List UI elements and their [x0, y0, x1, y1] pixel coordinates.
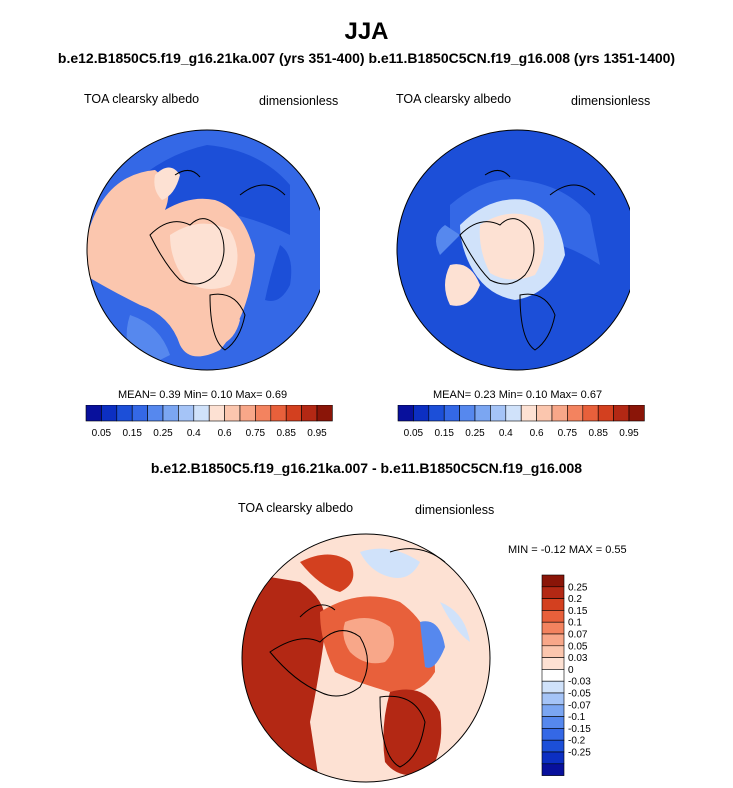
colorbar-swatch	[536, 405, 553, 422]
colorbar-tick-label: 0.03	[568, 653, 588, 664]
diff-polar-map	[241, 533, 491, 783]
colorbar-swatch	[541, 739, 565, 753]
colorbar-swatch	[208, 405, 225, 422]
colorbar-tick-label: 0.6	[218, 428, 232, 439]
left-units-label: dimensionless	[259, 94, 339, 108]
right-variable-label: TOA clearsky albedo	[396, 92, 512, 106]
left-stats: MEAN= 0.39 Min= 0.10 Max= 0.69	[118, 389, 288, 401]
colorbar-tick-label: 0.95	[307, 428, 327, 439]
colorbar-swatch	[85, 405, 102, 422]
diff-colorbar: 0.250.20.150.10.070.050.030-0.03-0.05-0.…	[541, 574, 591, 776]
colorbar-swatch	[541, 574, 565, 588]
colorbar-tick-label: 0.25	[465, 428, 485, 439]
colorbar-swatch	[131, 405, 148, 422]
colorbar-tick-label: 0.2	[568, 594, 582, 605]
colorbar-tick-label: 0.6	[530, 428, 544, 439]
colorbar-tick-label: -0.1	[568, 712, 586, 723]
colorbar-swatch	[505, 405, 522, 422]
colorbar-swatch	[541, 610, 565, 623]
diff-stats: MIN = -0.12 MAX = 0.55	[508, 544, 627, 556]
colorbar-swatch	[101, 405, 118, 422]
colorbar-tick-label: -0.03	[568, 677, 591, 688]
colorbar-swatch	[474, 405, 491, 422]
colorbar-tick-label: 0.4	[187, 428, 201, 439]
colorbar-swatch	[285, 405, 302, 422]
colorbar-swatch	[178, 405, 195, 422]
colorbar-tick-label: 0.15	[568, 606, 588, 617]
colorbar-swatch	[224, 405, 241, 422]
colorbar-tick-label: 0	[568, 665, 574, 676]
colorbar-swatch	[541, 598, 565, 611]
colorbar-tick-label: 0.07	[568, 630, 588, 641]
colorbar-swatch	[255, 405, 272, 422]
colorbar-tick-label: 0.05	[568, 641, 588, 652]
colorbar-tick-label: 0.95	[619, 428, 639, 439]
colorbar-tick-label: -0.15	[568, 724, 591, 735]
colorbar-swatch	[316, 405, 333, 422]
colorbar-swatch	[116, 405, 133, 422]
colorbar-tick-label: 0.1	[568, 618, 582, 629]
colorbar-swatch	[541, 728, 565, 741]
left-polar-map	[86, 129, 320, 371]
colorbar-tick-label: 0.15	[122, 428, 142, 439]
colorbar-tick-label: 0.05	[92, 428, 112, 439]
colorbar-swatch	[551, 405, 568, 422]
colorbar-tick-label: 0.15	[434, 428, 454, 439]
colorbar-swatch	[541, 716, 565, 729]
colorbar-swatch	[239, 405, 256, 422]
left-variable-label: TOA clearsky albedo	[84, 92, 200, 106]
colorbar-swatch	[541, 621, 565, 635]
diff-units-label: dimensionless	[415, 503, 495, 517]
colorbar-swatch	[413, 405, 430, 422]
colorbar-tick-label: -0.05	[568, 689, 591, 700]
colorbar-swatch	[162, 405, 179, 422]
diff-variable-label: TOA clearsky albedo	[238, 501, 354, 515]
colorbar-tick-label: -0.2	[568, 736, 586, 747]
left-colorbar: 0.05 0.15 0.25 0.4 0.6 0.75 0.85 0.95	[85, 405, 333, 439]
colorbar-swatch	[628, 405, 645, 422]
colorbar-swatch	[582, 405, 599, 422]
right-stats: MEAN= 0.23 Min= 0.10 Max= 0.67	[433, 389, 603, 401]
colorbar-tick-label: 0.25	[153, 428, 173, 439]
colorbar-swatch	[520, 405, 537, 422]
colorbar-swatch	[541, 633, 565, 647]
colorbar-swatch	[597, 405, 614, 422]
colorbar-tick-label: 0.05	[404, 428, 424, 439]
colorbar-swatch	[541, 586, 565, 599]
colorbar-tick-label: -0.07	[568, 700, 591, 711]
colorbar-swatch	[147, 405, 164, 422]
figure-title: JJA	[344, 18, 389, 45]
colorbar-swatch	[428, 405, 445, 422]
colorbar-swatch	[567, 405, 584, 422]
colorbar-swatch	[541, 657, 565, 670]
colorbar-swatch	[541, 763, 565, 776]
colorbar-tick-label: 0.4	[499, 428, 513, 439]
colorbar-tick-label: 0.75	[558, 428, 578, 439]
right-colorbar: 0.05 0.15 0.25 0.4 0.6 0.75 0.85 0.95	[397, 405, 645, 439]
diff-title: b.e12.B1850C5.f19_g16.21ka.007 - b.e11.B…	[150, 460, 583, 476]
colorbar-swatch	[443, 405, 460, 422]
colorbar-swatch	[270, 405, 287, 422]
colorbar-swatch	[541, 704, 565, 717]
colorbar-swatch	[541, 680, 565, 694]
colorbar-tick-label: 0.85	[588, 428, 608, 439]
colorbar-swatch	[541, 645, 565, 658]
right-units-label: dimensionless	[571, 94, 651, 108]
colorbar-swatch	[459, 405, 476, 422]
colorbar-swatch	[397, 405, 414, 422]
colorbar-tick-label: 0.25	[568, 582, 588, 593]
colorbar-swatch	[541, 751, 565, 765]
colorbar-swatch	[541, 669, 565, 682]
colorbar-swatch	[301, 405, 318, 422]
colorbar-swatch	[193, 405, 210, 422]
colorbar-swatch	[613, 405, 630, 422]
colorbar-swatch	[541, 692, 565, 706]
colorbar-tick-label: -0.25	[568, 748, 591, 759]
colorbar-tick-label: 0.85	[276, 428, 296, 439]
colorbar-tick-label: 0.75	[246, 428, 266, 439]
figure-subtitle: b.e12.B1850C5.f19_g16.21ka.007 (yrs 351-…	[57, 50, 676, 66]
right-polar-map	[396, 129, 630, 371]
colorbar-swatch	[490, 405, 507, 422]
